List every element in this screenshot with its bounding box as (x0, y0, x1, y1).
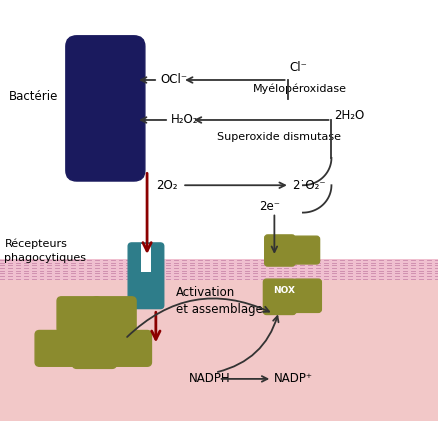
FancyBboxPatch shape (107, 330, 151, 366)
FancyBboxPatch shape (57, 297, 101, 333)
FancyBboxPatch shape (264, 235, 294, 266)
Text: NADPH: NADPH (188, 373, 230, 385)
Text: NADP⁺: NADP⁺ (274, 373, 313, 385)
Text: 2e⁻: 2e⁻ (259, 200, 280, 213)
Text: Myélopéroxidase: Myélopéroxidase (252, 83, 346, 93)
Text: 2H₂O: 2H₂O (333, 109, 363, 122)
Text: Superoxide dismutase: Superoxide dismutase (217, 132, 340, 142)
Text: NOX: NOX (273, 286, 295, 295)
Text: Récepteurs
phagocytiques: Récepteurs phagocytiques (4, 238, 86, 263)
FancyBboxPatch shape (263, 279, 295, 314)
Text: H₂O₂: H₂O₂ (171, 114, 198, 126)
Bar (140, 244, 151, 272)
FancyBboxPatch shape (128, 243, 163, 309)
FancyBboxPatch shape (66, 36, 145, 181)
Text: OCl⁻: OCl⁻ (160, 74, 187, 86)
FancyBboxPatch shape (293, 279, 321, 312)
Text: 2O₂: 2O₂ (155, 179, 177, 192)
Text: Cl⁻: Cl⁻ (289, 61, 307, 74)
FancyBboxPatch shape (35, 330, 79, 366)
Bar (0, 259, 438, 421)
Text: Bactérie: Bactérie (9, 91, 58, 103)
Bar (0, 259, 438, 280)
FancyBboxPatch shape (72, 333, 116, 368)
FancyBboxPatch shape (292, 236, 319, 264)
FancyBboxPatch shape (92, 297, 136, 333)
Text: Activation
et assemblage: Activation et assemblage (175, 286, 262, 316)
Text: 2˙O₂⁻: 2˙O₂⁻ (291, 179, 325, 192)
